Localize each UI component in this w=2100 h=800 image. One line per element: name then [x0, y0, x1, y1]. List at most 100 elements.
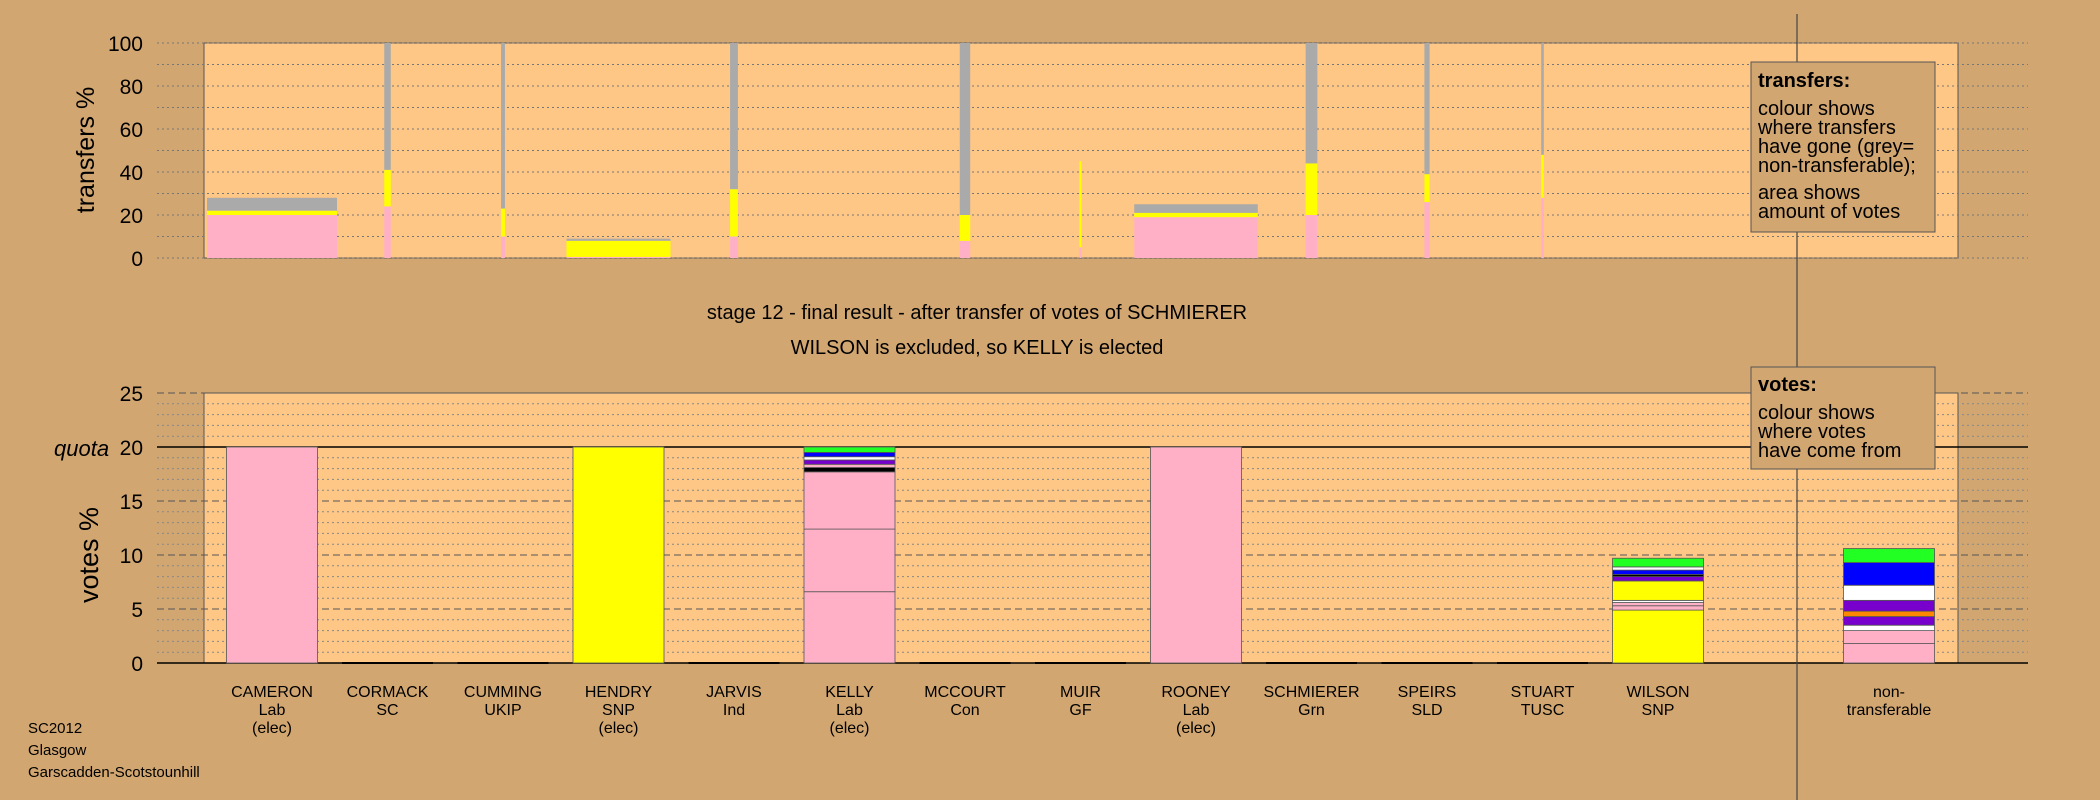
transfers-bar-segment [384, 206, 391, 258]
transfers-bar-segment [1424, 202, 1430, 258]
votes-x-tick-label: CAMERON [231, 684, 313, 701]
votes-bar-segment [1150, 446, 1242, 664]
votes-x-tick-label: CUMMING [464, 684, 542, 701]
transfers-bar-segment [566, 238, 671, 241]
transfers-legend-line: non-transferable); [1758, 155, 1916, 177]
votes-bar-segment [1843, 643, 1935, 664]
votes-y-tick-label: 5 [131, 599, 143, 622]
transfers-bar-segment [207, 197, 337, 211]
transfers-bar-segment [959, 240, 971, 258]
votes-x-tick-label: CORMACK [347, 684, 429, 701]
transfers-bar-segment [1079, 161, 1082, 248]
votes-bar-segment [226, 446, 318, 664]
transfers-bar-segment [1134, 204, 1258, 213]
votes-bar-segment [803, 456, 896, 461]
votes-x-tick-label: Lab [259, 702, 286, 719]
transfers-legend-line: amount of votes [1758, 201, 1900, 223]
votes-y-axis-label: votes % [74, 507, 104, 603]
votes-bar-segment [1612, 580, 1704, 601]
transfers-bar-segment [384, 169, 391, 207]
transfers-bar-segment [730, 236, 738, 258]
votes-bar-segment [1612, 609, 1704, 664]
votes-y-tick-label: 25 [120, 383, 143, 406]
transfers-bar-segment [207, 215, 337, 258]
votes-bar-segment [1843, 624, 1935, 632]
votes-bar-segment [803, 467, 896, 473]
transfers-bar-segment [730, 189, 738, 237]
votes-x-tick-label: GF [1069, 702, 1091, 719]
transfers-bar-segment [1079, 247, 1082, 258]
votes-x-tick-label: Grn [1298, 702, 1325, 719]
votes-x-tick-label: (elec) [1176, 720, 1216, 737]
votes-x-tick-label: SC [376, 702, 398, 719]
votes-bar-segment [1843, 548, 1935, 563]
votes-bar-segment [803, 528, 896, 593]
votes-bar-segment [1843, 584, 1935, 601]
votes-x-tick-label: UKIP [484, 702, 521, 719]
transfers-legend-line: where transfers [1757, 117, 1896, 139]
votes-x-tick-label: JARVIS [706, 684, 762, 701]
votes-bar-segment [803, 591, 896, 664]
votes-legend-title: votes: [1758, 374, 1817, 396]
votes-x-tick-label: non- [1873, 684, 1905, 701]
stage-subtitle: WILSON is excluded, so KELLY is elected [791, 337, 1164, 359]
votes-bar-segment [803, 446, 896, 453]
transfers-legend-line: have gone (grey= [1758, 136, 1914, 158]
transfers-legend-title: transfers: [1758, 70, 1850, 92]
transfers-bar-segment [1134, 212, 1258, 218]
votes-x-tick-label: MCCOURT [924, 684, 1006, 701]
transfers-bar-segment [1424, 43, 1430, 175]
votes-bar-segment [1843, 610, 1935, 617]
votes-bar-segment [1612, 576, 1704, 582]
transfers-bar-segment [1541, 43, 1544, 155]
transfers-y-tick-label: 40 [120, 162, 143, 185]
votes-x-tick-label: SNP [1642, 702, 1675, 719]
votes-legend-line: where votes [1757, 421, 1866, 443]
votes-y-tick-label: 20 [120, 437, 143, 460]
transfers-y-axis-label: transfers % [72, 87, 100, 213]
transfers-bar-segment [501, 43, 505, 209]
votes-y-tick-label: 0 [131, 653, 143, 676]
votes-x-tick-label: WILSON [1626, 684, 1689, 701]
votes-x-tick-label: (elec) [252, 720, 292, 737]
votes-bar-segment [1612, 602, 1704, 607]
votes-bar-segment [1843, 616, 1935, 626]
transfers-bar-segment [1134, 217, 1258, 258]
transfers-bar-segment [501, 208, 505, 237]
transfers-bar-segment [501, 236, 505, 258]
votes-x-tick-label: TUSC [1521, 702, 1565, 719]
transfers-legend-line: area shows [1758, 182, 1860, 204]
votes-bar-segment [803, 451, 896, 458]
footer-election: SC2012 [28, 720, 82, 737]
footer-ward: Garscadden-Scotstounhill [28, 764, 200, 781]
votes-x-tick-label: Lab [836, 702, 863, 719]
transfers-legend-box [1750, 61, 1936, 233]
votes-bar-segment [1612, 569, 1704, 575]
votes-x-tick-label: (elec) [598, 720, 638, 737]
transfers-bar-segment [1541, 197, 1544, 258]
votes-x-tick-label: SLD [1411, 702, 1442, 719]
votes-y-tick-label: 15 [120, 491, 143, 514]
votes-bar-segment [1843, 562, 1935, 586]
votes-bar-segment [572, 446, 665, 664]
transfers-legend: transfers: colour shows where transfers … [1750, 61, 1936, 233]
votes-x-tick-label: KELLY [825, 684, 874, 701]
votes-x-tick-label: STUART [1511, 684, 1575, 701]
votes-x-tick-label: MUIR [1060, 684, 1101, 701]
transfers-bar-segment [1305, 215, 1318, 258]
transfers-bar-segment [1305, 43, 1318, 164]
votes-x-tick-label: SNP [602, 702, 635, 719]
votes-x-tick-label: ROONEY [1161, 684, 1231, 701]
votes-bar-segment [1612, 566, 1704, 571]
votes-bar-segment [1612, 557, 1704, 568]
transfers-bar-segment [384, 43, 391, 170]
votes-bar-segment [803, 463, 896, 468]
stage-title: stage 12 - final result - after transfer… [707, 302, 1247, 324]
votes-bar-segment [1843, 630, 1935, 644]
transfers-bar-segment [1541, 154, 1544, 198]
transfers-bar-segment [1424, 174, 1430, 203]
votes-legend-line: colour shows [1758, 402, 1875, 424]
votes-x-tick-label: SCHMIERER [1263, 684, 1359, 701]
votes-legend: votes: colour shows where votes have com… [1750, 366, 1936, 470]
votes-x-tick-label: HENDRY [585, 684, 653, 701]
